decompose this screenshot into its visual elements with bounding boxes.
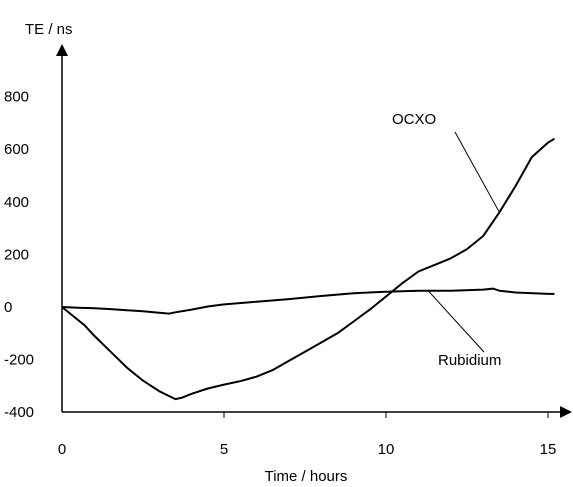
series-line-rubidium [61,287,555,315]
axes [56,44,572,418]
series-lines [61,137,556,401]
annotation-leader-line [454,131,500,213]
series-label-rubidium: Rubidium [438,352,501,369]
y-tick-label: -200 [4,352,34,369]
annotation-leader-line [427,290,485,353]
y-tick-label: 400 [4,194,29,211]
x-axis-arrow [560,406,572,418]
y-tick-label: 600 [4,141,29,158]
y-axis-arrow [56,44,68,56]
x-axis-label: Time / hours [265,468,348,485]
series-label-ocxo: OCXO [392,111,436,128]
y-tick-label: 200 [4,246,29,263]
x-tick-label: 0 [58,441,66,458]
y-tick-label: 800 [4,89,29,106]
y-axis-label: TE / ns [25,21,73,38]
x-tick-label: 5 [220,441,228,458]
ticks: 0 5 10 15 -400 -200 0 200 400 600 800 [4,89,556,458]
y-tick-label: 0 [4,299,12,316]
x-tick-label: 15 [540,441,557,458]
y-tick-label: -400 [4,404,34,421]
x-tick-label: 10 [378,441,395,458]
annotations: OCXO Rubidium [392,111,501,369]
series-line-ocxo [61,137,556,401]
